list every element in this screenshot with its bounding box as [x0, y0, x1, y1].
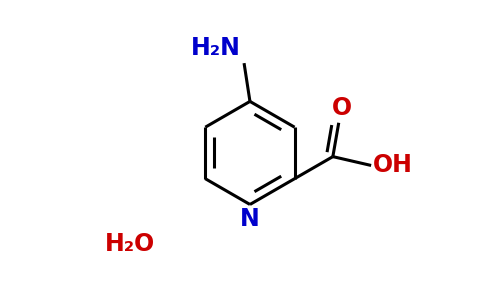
Text: N: N [240, 207, 260, 231]
Text: H₂N: H₂N [191, 36, 241, 60]
Text: O: O [332, 96, 352, 120]
Text: H₂O: H₂O [105, 232, 155, 256]
Text: OH: OH [373, 154, 412, 178]
